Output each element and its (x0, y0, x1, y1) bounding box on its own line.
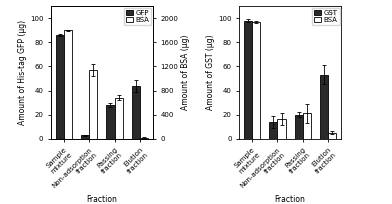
Bar (328, 133, 336, 139)
Bar (64, 30, 72, 139)
Bar (89, 70, 97, 139)
X-axis label: Fraction: Fraction (275, 195, 306, 204)
Bar (278, 119, 286, 139)
Bar (303, 113, 311, 139)
Legend: GFP, BSA: GFP, BSA (123, 8, 151, 25)
Text: b: b (329, 10, 335, 20)
Legend: GST, BSA: GST, BSA (312, 8, 339, 25)
Bar (140, 137, 148, 139)
Bar (114, 98, 123, 139)
Bar (320, 75, 328, 139)
Bar (252, 22, 260, 139)
Bar (269, 122, 278, 139)
Bar (81, 135, 89, 139)
Bar (132, 86, 140, 139)
Bar (106, 105, 114, 139)
Bar (295, 115, 303, 139)
Y-axis label: Amount of GST (μg): Amount of GST (μg) (206, 35, 215, 110)
Bar (244, 21, 252, 139)
Y-axis label: Amount of BSA (μg): Amount of BSA (μg) (181, 35, 190, 110)
Text: a: a (140, 10, 147, 20)
X-axis label: Fraction: Fraction (86, 195, 117, 204)
Y-axis label: Amount of His-tag GFP (μg): Amount of His-tag GFP (μg) (18, 20, 27, 125)
Bar (56, 35, 64, 139)
